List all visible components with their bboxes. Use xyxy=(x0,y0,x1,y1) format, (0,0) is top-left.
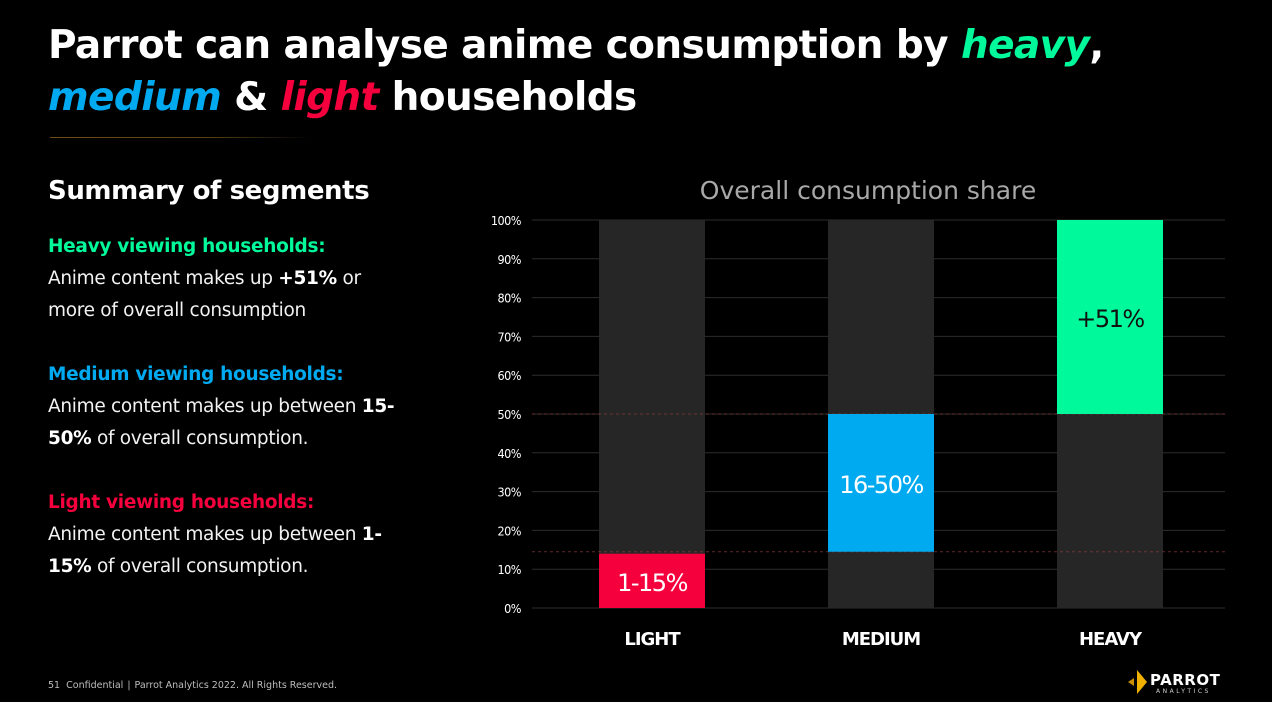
segment-medium-text-post: of overall consumption. xyxy=(91,428,309,449)
segment-light-value: 1-15% xyxy=(48,524,382,577)
page-number: 51 xyxy=(48,680,61,691)
footer-separator: | xyxy=(127,680,131,691)
segment-light: Light viewing households: Anime content … xyxy=(48,487,408,583)
title-part1: Parrot can analyse anime consumption by xyxy=(48,23,961,68)
y-tick-label-70: 70% xyxy=(498,329,522,344)
parrot-mark-icon xyxy=(1128,670,1147,694)
x-category-label-light: LIGHT xyxy=(624,629,681,650)
segment-medium-description: Anime content makes up between 15-50% of… xyxy=(48,391,408,455)
y-tick-label-40: 40% xyxy=(498,446,522,461)
data-label-medium: 16-50% xyxy=(839,471,923,499)
segment-heavy: Heavy viewing households: Anime content … xyxy=(48,231,408,327)
segment-medium-heading: Medium viewing households: xyxy=(48,364,344,385)
title-medium-word: medium xyxy=(48,75,222,120)
bar-heavy xyxy=(1057,220,1163,414)
y-tick-label-10: 10% xyxy=(498,562,522,577)
data-label-light: 1-15% xyxy=(617,569,687,597)
title-amp: & xyxy=(221,75,281,120)
title-heavy-word: heavy xyxy=(960,23,1090,68)
segment-medium-text-pre: Anime content makes up between xyxy=(48,396,362,417)
segment-heavy-text-pre: Anime content makes up xyxy=(48,268,279,289)
segment-medium-value: 15-50% xyxy=(48,396,395,449)
segment-light-description: Anime content makes up between 1-15% of … xyxy=(48,519,408,583)
confidential-label: Confidential xyxy=(66,680,124,691)
segment-heavy-description: Anime content makes up +51% or more of o… xyxy=(48,263,408,327)
bar-medium xyxy=(828,414,934,552)
title-comma: , xyxy=(1089,23,1104,68)
page-title: Parrot can analyse anime consumption by … xyxy=(48,20,1228,124)
bar-light xyxy=(599,553,705,608)
copyright-text: Parrot Analytics 2022. All Rights Reserv… xyxy=(134,680,338,691)
chart-title: Overall consumption share xyxy=(700,176,1036,205)
segment-heavy-text-post: or more of overall consumption xyxy=(48,268,361,321)
data-label-heavy: +51% xyxy=(1076,305,1144,333)
y-tick-label-90: 90% xyxy=(498,252,522,267)
summary-title: Summary of segments xyxy=(48,176,370,206)
parrot-mark-right xyxy=(1137,670,1147,694)
y-tick-label-80: 80% xyxy=(498,291,522,306)
y-tick-label-0: 0% xyxy=(504,601,522,616)
segment-medium: Medium viewing households: Anime content… xyxy=(48,359,408,455)
segment-light-text-pre: Anime content makes up between xyxy=(48,524,362,545)
parrot-mark-left xyxy=(1128,678,1134,686)
title-light-word: light xyxy=(280,75,380,120)
y-tick-label-50: 50% xyxy=(498,407,522,422)
segment-heavy-value: +51% xyxy=(278,268,337,289)
parrot-analytics-logo: PARROT ANALYTICS xyxy=(1124,668,1234,698)
title-part2: households xyxy=(378,75,638,120)
segment-light-heading: Light viewing households: xyxy=(48,492,315,513)
title-divider xyxy=(50,137,310,138)
segment-light-text-post: of overall consumption. xyxy=(91,556,309,577)
footer: 51 Confidential | Parrot Analytics 2022. A… xyxy=(48,680,337,691)
logo-subtitle: ANALYTICS xyxy=(1156,688,1211,695)
x-category-label-heavy: HEAVY xyxy=(1079,629,1143,650)
segment-heavy-heading: Heavy viewing households: xyxy=(48,236,326,257)
y-tick-label-30: 30% xyxy=(498,485,522,500)
logo-wordmark: PARROT xyxy=(1150,671,1221,689)
y-tick-label-60: 60% xyxy=(498,368,522,383)
x-category-label-medium: MEDIUM xyxy=(842,629,920,650)
y-tick-label-100: 100% xyxy=(491,213,522,228)
y-tick-label-20: 20% xyxy=(498,523,522,538)
